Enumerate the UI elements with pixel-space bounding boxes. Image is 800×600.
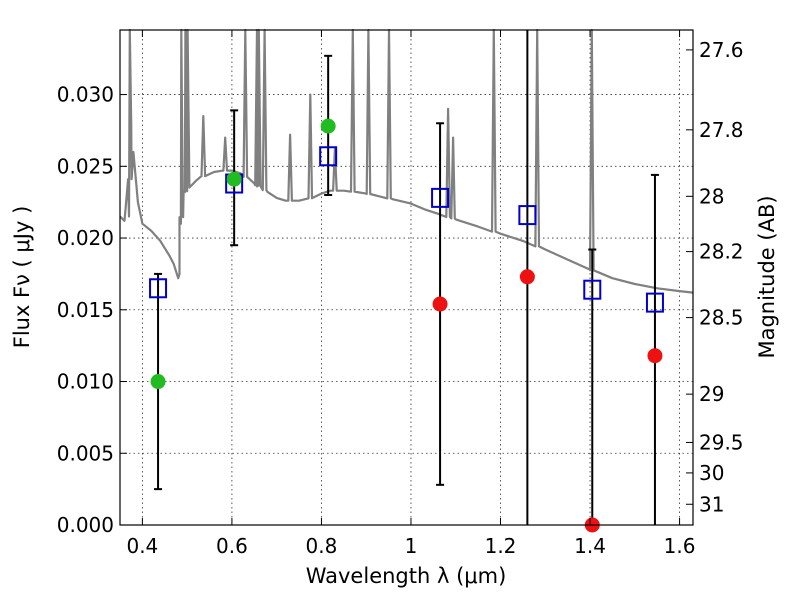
upper-limit-point — [432, 296, 448, 312]
magnitude-axis-ticks: 27.6 27.8 28 28.2 28.5 29 29.5 30 31 — [686, 38, 744, 516]
x-tick-label: 1.4 — [574, 534, 606, 558]
x-tick-label: 0.4 — [126, 534, 158, 558]
plot-frame — [119, 29, 694, 526]
detection-point — [320, 118, 336, 134]
detection-point — [226, 171, 242, 187]
x-tick-label: 1 — [405, 534, 418, 558]
y-tick-label: 0.030 — [57, 83, 114, 107]
grid-layer — [120, 30, 693, 526]
model-photometry-square — [319, 146, 338, 167]
x-tick-label: 1.6 — [664, 534, 696, 558]
x-axis-ticks: 0.4 0.6 0.8 1 1.2 1.4 1.6 — [126, 30, 695, 558]
magnitude-axis-label: Magnitude (AB) — [755, 195, 779, 358]
model-photometry-square — [149, 278, 168, 299]
magnitude-tick-label: 27.6 — [699, 38, 744, 62]
y-tick-label: 0.000 — [57, 513, 114, 537]
errorbar-layer — [154, 30, 659, 525]
y-tick-label: 0.025 — [57, 154, 114, 178]
y-tick-label: 0.005 — [57, 441, 114, 465]
magnitude-tick-label: 28.5 — [699, 306, 744, 330]
y-tick-label: 0.010 — [57, 370, 114, 394]
model-photometry-square — [645, 292, 664, 313]
x-tick-label: 0.8 — [306, 534, 338, 558]
magnitude-tick-label: 27.8 — [699, 118, 744, 142]
y-tick-label: 0.015 — [57, 298, 114, 322]
magnitude-tick-label: 30 — [699, 461, 724, 485]
upper-limit-point — [647, 348, 663, 364]
magnitude-tick-label: 28 — [699, 184, 724, 208]
model-sed-layer — [119, 28, 694, 294]
model-photometry-layer — [149, 146, 664, 313]
model-photometry-square — [431, 187, 450, 208]
model-photometry-square — [518, 205, 537, 226]
x-tick-label: 0.6 — [216, 534, 248, 558]
upper-limit-point — [519, 269, 535, 285]
x-tick-label: 1.2 — [485, 534, 517, 558]
x-axis-label: Wavelength λ (μm) — [306, 564, 507, 588]
detection-point — [150, 374, 166, 390]
model-sed-line — [119, 28, 694, 294]
magnitude-tick-label: 29.5 — [699, 430, 744, 454]
magnitude-tick-label: 28.2 — [699, 240, 744, 264]
magnitude-tick-label: 29 — [699, 382, 724, 406]
y-tick-label: 0.020 — [57, 226, 114, 250]
magnitude-tick-label: 31 — [699, 492, 724, 516]
y-axis-label: Flux Fν ( μJy ) — [10, 206, 34, 349]
observed-points-layer — [150, 118, 663, 533]
y-axis-ticks: 0.000 0.005 0.010 0.015 0.020 0.025 0.030 — [57, 83, 127, 537]
model-photometry-square — [583, 279, 602, 300]
